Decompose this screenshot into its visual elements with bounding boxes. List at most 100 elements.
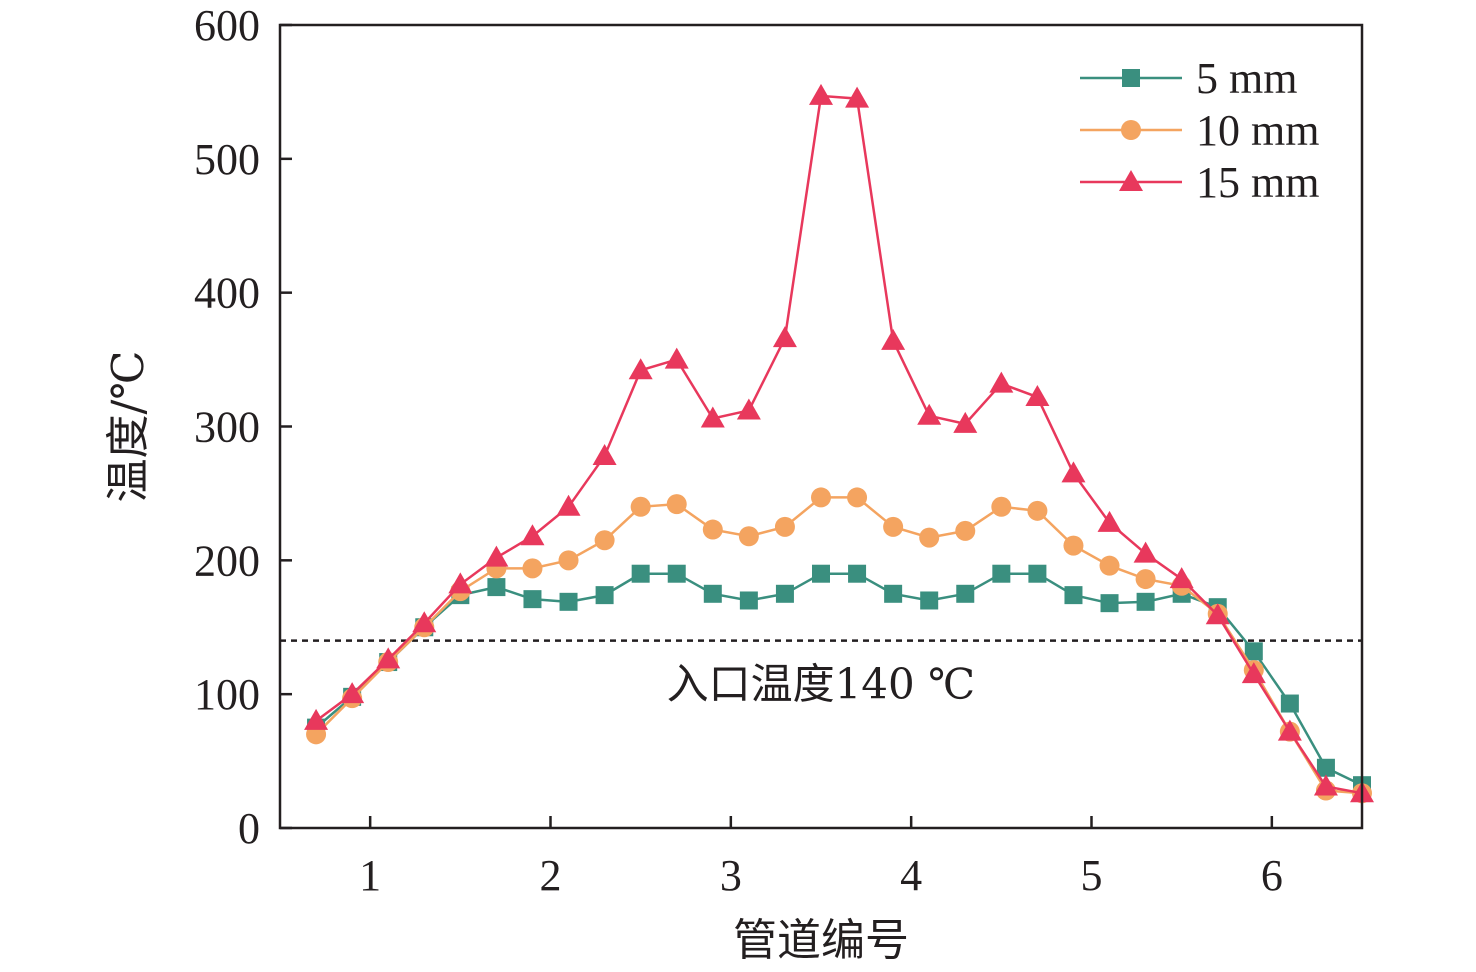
legend-item: 5 mm bbox=[1080, 54, 1297, 103]
data-point bbox=[883, 516, 904, 537]
data-point bbox=[703, 584, 722, 603]
data-point bbox=[523, 590, 542, 609]
data-point bbox=[1097, 510, 1122, 532]
data-point bbox=[775, 584, 794, 603]
data-point bbox=[487, 578, 506, 597]
data-point bbox=[700, 406, 725, 428]
data-point bbox=[702, 519, 723, 540]
y-axis-title: 温度/℃ bbox=[103, 350, 154, 502]
data-point bbox=[1061, 461, 1086, 483]
data-point bbox=[376, 647, 401, 669]
data-point bbox=[884, 584, 903, 603]
data-point bbox=[1280, 694, 1299, 713]
data-point bbox=[1277, 719, 1302, 741]
y-tick-label: 0 bbox=[238, 804, 260, 853]
data-point bbox=[1316, 758, 1335, 777]
data-point bbox=[664, 347, 689, 369]
reference-layer: 入口温度140 ℃ bbox=[280, 639, 1362, 709]
data-point bbox=[1063, 535, 1084, 556]
legend-marker bbox=[1122, 69, 1140, 87]
data-point bbox=[772, 326, 797, 348]
data-point bbox=[594, 530, 615, 551]
y-tick-label: 500 bbox=[194, 135, 260, 184]
series-line bbox=[315, 496, 1363, 795]
data-point bbox=[558, 550, 579, 571]
y-tick-label: 100 bbox=[194, 670, 260, 719]
data-point bbox=[812, 564, 830, 583]
x-tick-label: 1 bbox=[359, 851, 381, 900]
data-point bbox=[1064, 586, 1083, 605]
data-point bbox=[1135, 569, 1156, 590]
y-tick-label: 200 bbox=[194, 536, 260, 585]
data-point bbox=[448, 572, 473, 594]
data-point bbox=[631, 564, 650, 583]
data-point bbox=[739, 591, 758, 610]
data-point bbox=[1136, 592, 1155, 611]
legend-label: 10 mm bbox=[1196, 106, 1319, 155]
data-point bbox=[809, 83, 833, 105]
series-layer bbox=[304, 83, 1374, 804]
data-point bbox=[774, 516, 795, 537]
data-point bbox=[956, 584, 975, 603]
data-point bbox=[953, 411, 978, 433]
data-point bbox=[667, 564, 686, 583]
data-point bbox=[592, 443, 617, 465]
x-tick-label: 4 bbox=[900, 851, 922, 900]
data-point bbox=[992, 564, 1011, 583]
data-point bbox=[630, 496, 651, 517]
inlet-temperature-annotation: 入口温度140 ℃ bbox=[667, 660, 976, 709]
x-tick-label: 2 bbox=[540, 851, 562, 900]
data-point bbox=[917, 403, 942, 425]
legend-marker bbox=[1121, 120, 1141, 140]
legend-item: 10 mm bbox=[1080, 106, 1319, 155]
data-point bbox=[845, 86, 870, 108]
axis-ticks: 1 2 3 4 5 6 0 100 200 300 400 500 600 bbox=[194, 1, 1283, 900]
data-point bbox=[1169, 567, 1194, 589]
x-tick-label: 5 bbox=[1081, 851, 1103, 900]
data-point bbox=[1244, 642, 1263, 661]
legend-item: 15 mm bbox=[1080, 158, 1319, 207]
legend-marker bbox=[1119, 170, 1143, 191]
data-point bbox=[848, 564, 867, 583]
data-point bbox=[595, 586, 614, 605]
x-axis-title: 管道编号 bbox=[733, 915, 909, 966]
x-tick-label: 6 bbox=[1261, 851, 1283, 900]
y-tick-label: 400 bbox=[194, 269, 260, 318]
data-point bbox=[1025, 385, 1050, 407]
data-point bbox=[1100, 594, 1119, 613]
series-triangle bbox=[304, 83, 1374, 803]
data-point bbox=[738, 526, 759, 547]
data-point bbox=[559, 592, 578, 611]
legend-label: 5 mm bbox=[1196, 54, 1297, 103]
data-point bbox=[736, 398, 761, 420]
data-point bbox=[556, 494, 581, 516]
data-point bbox=[1027, 500, 1048, 521]
data-point bbox=[1028, 564, 1047, 583]
data-point bbox=[522, 558, 543, 579]
data-point bbox=[666, 494, 687, 515]
data-point bbox=[955, 520, 976, 541]
data-point bbox=[340, 682, 365, 704]
data-point bbox=[1313, 774, 1338, 796]
data-point bbox=[919, 527, 940, 548]
legend-label: 15 mm bbox=[1196, 158, 1319, 207]
data-point bbox=[1241, 662, 1266, 684]
data-point bbox=[1099, 555, 1120, 576]
y-tick-label: 600 bbox=[194, 1, 260, 50]
data-point bbox=[520, 524, 545, 546]
data-point bbox=[1205, 603, 1230, 625]
data-point bbox=[412, 611, 437, 633]
data-point bbox=[920, 591, 939, 610]
data-point bbox=[304, 708, 329, 730]
data-point bbox=[991, 496, 1012, 517]
data-point bbox=[628, 358, 653, 380]
data-point bbox=[989, 371, 1014, 393]
y-tick-label: 300 bbox=[194, 403, 260, 452]
data-point bbox=[847, 487, 868, 508]
data-point bbox=[1133, 541, 1158, 563]
series-circle bbox=[306, 487, 1372, 804]
data-point bbox=[811, 487, 831, 508]
data-point bbox=[484, 545, 509, 567]
